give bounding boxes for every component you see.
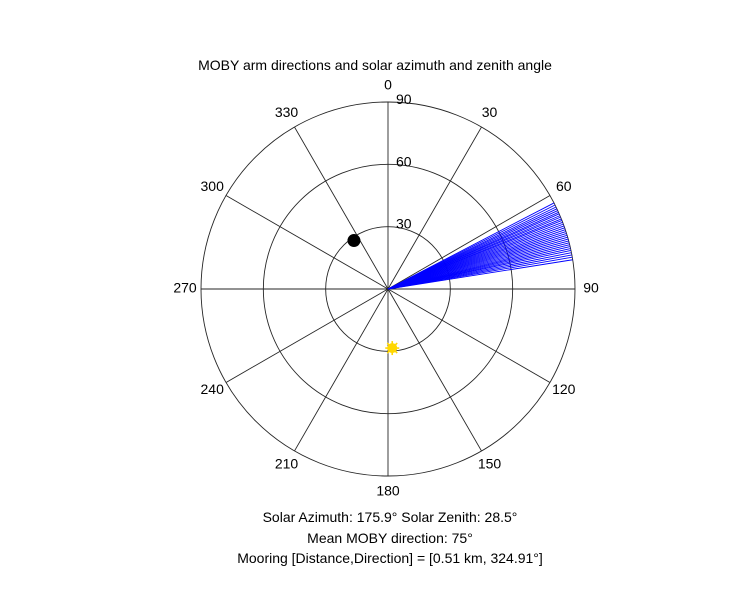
angle-tick-label: 180 <box>376 483 400 499</box>
angle-spoke <box>387 288 482 452</box>
radial-tick-label: 60 <box>396 153 412 169</box>
angle-tick-label: 270 <box>173 280 197 296</box>
angle-spoke <box>387 126 482 290</box>
angle-tick-label: 300 <box>201 178 225 194</box>
solar-caption: Solar Azimuth: 175.9° Solar Zenith: 28.5… <box>262 509 518 525</box>
sun-ray <box>393 342 398 347</box>
angle-tick-label: 120 <box>552 381 576 397</box>
mooring-point <box>347 234 361 248</box>
radial-tick-label: 90 <box>396 91 412 107</box>
angle-spoke <box>294 288 389 452</box>
angle-spoke <box>225 195 389 290</box>
angle-spoke <box>387 288 551 383</box>
angle-spoke <box>387 195 551 290</box>
angle-tick-label: 240 <box>201 381 225 397</box>
angle-tick-label: 0 <box>384 77 392 93</box>
moby-arm-lines <box>387 202 573 290</box>
radial-tick-label: 30 <box>396 216 412 232</box>
polar-points <box>347 234 400 356</box>
angle-tick-label: 210 <box>275 456 299 472</box>
angle-spoke <box>294 126 389 290</box>
angle-spoke <box>225 288 389 383</box>
sun-ray <box>386 342 391 347</box>
angle-tick-label: 330 <box>275 104 299 120</box>
angle-tick-label: 150 <box>478 456 502 472</box>
angle-tick-label: 30 <box>482 104 498 120</box>
sun-ray <box>386 349 391 354</box>
chart-title: MOBY arm directions and solar azimuth an… <box>198 57 552 73</box>
moby-caption: Mean MOBY direction: 75° <box>307 530 473 546</box>
polar-grid <box>200 101 576 477</box>
polar-labels: 0 30 60 90 120 150 180 210 240 270 300 330 30 60 90 <box>173 77 599 499</box>
angle-tick-label: 60 <box>556 178 572 194</box>
angle-tick-label: 90 <box>583 280 599 296</box>
moby-arm-line <box>387 259 573 290</box>
mooring-caption: Mooring [Distance,Direction] = [0.51 km,… <box>237 550 543 566</box>
sun-ray <box>393 349 398 354</box>
